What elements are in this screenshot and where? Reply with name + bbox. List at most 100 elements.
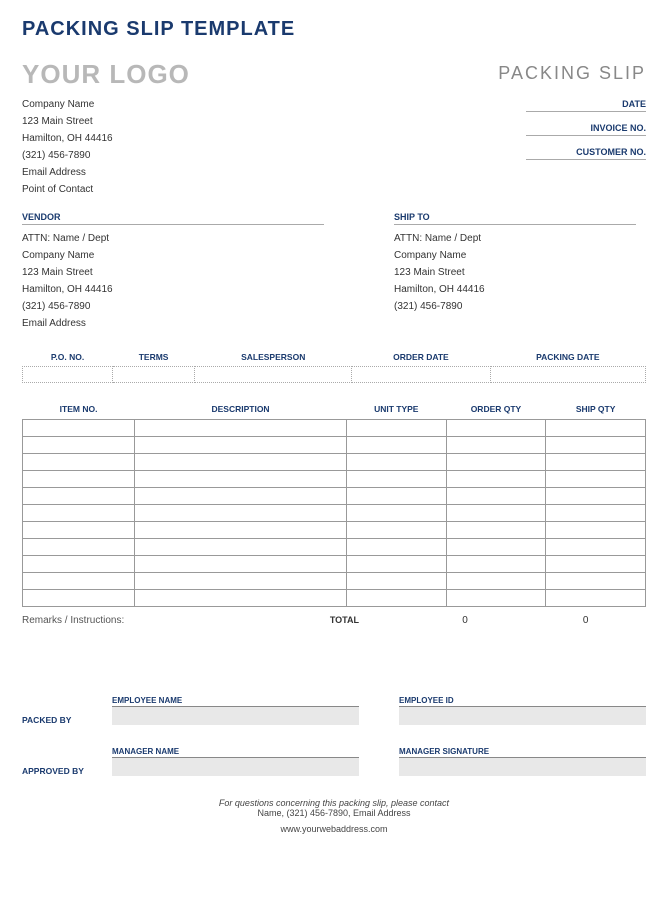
order-header-cell: SALESPERSON [195, 348, 352, 367]
date-label: DATE [526, 96, 646, 112]
company-street: 123 Main Street [22, 113, 113, 130]
footer-website: www.yourwebaddress.com [22, 824, 646, 834]
table-cell [135, 505, 347, 522]
table-cell [23, 522, 135, 539]
logo-placeholder: YOUR LOGO [22, 59, 190, 90]
items-header-row: ITEM NO.DESCRIPTIONUNIT TYPEORDER QTYSHI… [23, 399, 646, 420]
shipto-block: SHIP TO ATTN: Name / Dept Company Name 1… [334, 212, 646, 332]
vendor-email: Email Address [22, 315, 324, 332]
shipto-heading: SHIP TO [394, 212, 636, 225]
table-cell [135, 590, 347, 607]
order-data-cell [490, 367, 645, 383]
manager-name-field: MANAGER NAME [112, 747, 359, 776]
footer: For questions concerning this packing sl… [22, 798, 646, 834]
footer-line2: Name, (321) 456-7890, Email Address [22, 808, 646, 818]
table-cell [346, 556, 446, 573]
table-cell [23, 590, 135, 607]
table-cell [135, 522, 347, 539]
total-label: TOTAL [284, 615, 405, 626]
order-header-cell: TERMS [113, 348, 195, 367]
remarks-label: Remarks / Instructions: [22, 615, 284, 626]
order-info-table: P.O. NO.TERMSSALESPERSONORDER DATEPACKIN… [22, 348, 646, 383]
table-cell [23, 454, 135, 471]
manager-name-box [112, 758, 359, 776]
address-row: VENDOR ATTN: Name / Dept Company Name 12… [22, 212, 646, 332]
vendor-attn: ATTN: Name / Dept [22, 230, 324, 247]
customer-label: CUSTOMER NO. [526, 144, 646, 160]
table-row [23, 420, 646, 437]
table-row [23, 590, 646, 607]
order-data-cell [113, 367, 195, 383]
table-cell [23, 437, 135, 454]
page-title: PACKING SLIP TEMPLATE [22, 18, 646, 41]
table-row [23, 505, 646, 522]
table-cell [446, 573, 546, 590]
table-cell [446, 505, 546, 522]
manager-signature-field: MANAGER SIGNATURE [399, 747, 646, 776]
table-cell [346, 437, 446, 454]
table-cell [135, 437, 347, 454]
table-cell [135, 556, 347, 573]
items-header-cell: SHIP QTY [546, 399, 646, 420]
table-cell [23, 539, 135, 556]
table-cell [446, 471, 546, 488]
employee-id-box [399, 707, 646, 725]
table-cell [546, 590, 646, 607]
employee-id-label: EMPLOYEE ID [399, 696, 646, 707]
company-name: Company Name [22, 96, 113, 113]
packed-by-label: PACKED BY [22, 715, 112, 725]
table-cell [135, 454, 347, 471]
items-header-cell: ORDER QTY [446, 399, 546, 420]
vendor-phone: (321) 456-7890 [22, 298, 324, 315]
table-cell [446, 420, 546, 437]
table-cell [135, 420, 347, 437]
table-row [23, 573, 646, 590]
shipto-attn: ATTN: Name / Dept [394, 230, 636, 247]
shipto-phone: (321) 456-7890 [394, 298, 636, 315]
table-cell [346, 471, 446, 488]
vendor-heading: VENDOR [22, 212, 324, 225]
items-header-cell: UNIT TYPE [346, 399, 446, 420]
table-cell [446, 454, 546, 471]
company-contact: Point of Contact [22, 181, 113, 198]
order-header-cell: P.O. NO. [23, 348, 113, 367]
manager-signature-label: MANAGER SIGNATURE [399, 747, 646, 758]
invoice-label: INVOICE NO. [526, 120, 646, 136]
company-city: Hamilton, OH 44416 [22, 130, 113, 147]
table-cell [135, 573, 347, 590]
table-row [23, 454, 646, 471]
table-cell [446, 556, 546, 573]
table-cell [23, 573, 135, 590]
order-data-cell [23, 367, 113, 383]
manager-name-label: MANAGER NAME [112, 747, 359, 758]
employee-name-field: EMPLOYEE NAME [112, 696, 359, 725]
employee-name-box [112, 707, 359, 725]
table-cell [446, 539, 546, 556]
items-body [23, 420, 646, 607]
info-row: Company Name 123 Main Street Hamilton, O… [22, 96, 646, 198]
table-cell [346, 488, 446, 505]
employee-name-label: EMPLOYEE NAME [112, 696, 359, 707]
shipto-city: Hamilton, OH 44416 [394, 281, 636, 298]
table-row [23, 488, 646, 505]
approved-by-label: APPROVED BY [22, 766, 112, 776]
table-row [23, 539, 646, 556]
company-info-block: Company Name 123 Main Street Hamilton, O… [22, 96, 113, 198]
total-order-qty: 0 [405, 615, 526, 626]
table-cell [546, 522, 646, 539]
employee-id-field: EMPLOYEE ID [399, 696, 646, 725]
table-cell [446, 522, 546, 539]
shipto-street: 123 Main Street [394, 264, 636, 281]
vendor-name: Company Name [22, 247, 324, 264]
order-header-row: P.O. NO.TERMSSALESPERSONORDER DATEPACKIN… [23, 348, 646, 367]
table-row [23, 471, 646, 488]
manager-signature-box [399, 758, 646, 776]
table-cell [446, 437, 546, 454]
table-cell [546, 573, 646, 590]
table-cell [546, 420, 646, 437]
table-cell [346, 454, 446, 471]
table-cell [546, 471, 646, 488]
table-cell [546, 488, 646, 505]
table-cell [346, 420, 446, 437]
packed-by-row: PACKED BY EMPLOYEE NAME EMPLOYEE ID [22, 696, 646, 725]
